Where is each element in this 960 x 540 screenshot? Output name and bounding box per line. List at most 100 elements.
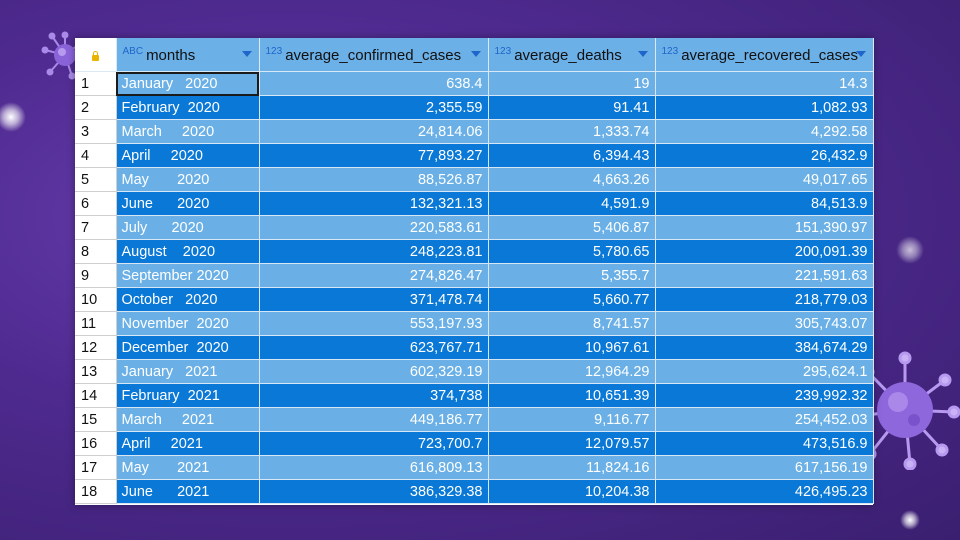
cell-average-confirmed-cases[interactable]: 248,223.81 — [259, 239, 489, 264]
cell-months[interactable]: February 2020 — [116, 95, 260, 120]
row-number[interactable]: 3 — [75, 119, 117, 144]
cell-average-confirmed-cases[interactable]: 553,197.93 — [259, 311, 489, 336]
cell-average-deaths[interactable]: 19 — [488, 71, 656, 96]
cell-average-deaths[interactable]: 8,741.57 — [488, 311, 656, 336]
row-number[interactable]: 14 — [75, 383, 117, 408]
row-number[interactable]: 6 — [75, 191, 117, 216]
row-number[interactable]: 1 — [75, 71, 117, 96]
table-row[interactable]: 3 March 2020 24,814.06 1,333.74 4,292.58 — [75, 119, 874, 144]
column-header-average-confirmed-cases[interactable]: 123 average_confirmed_cases — [259, 38, 489, 72]
table-row[interactable]: 8 August 2020 248,223.81 5,780.65 200,091.39 — [75, 239, 874, 264]
results-grid[interactable]: ABC months 123 average_confirmed_cases 123… — [75, 38, 874, 505]
cell-average-recovered-cases[interactable]: 84,513.9 — [655, 191, 874, 216]
cell-average-deaths[interactable]: 11,824.16 — [488, 455, 656, 480]
cell-average-recovered-cases[interactable]: 617,156.19 — [655, 455, 874, 480]
cell-average-recovered-cases[interactable]: 295,624.1 — [655, 359, 874, 384]
sort-dropdown-icon[interactable] — [855, 51, 866, 57]
cell-average-confirmed-cases[interactable]: 623,767.71 — [259, 335, 489, 360]
cell-average-confirmed-cases[interactable]: 88,526.87 — [259, 167, 489, 192]
row-number[interactable]: 11 — [75, 311, 117, 336]
cell-months[interactable]: March 2021 — [116, 407, 260, 432]
cell-average-deaths[interactable]: 6,394.43 — [488, 143, 656, 168]
table-row[interactable]: 16 April 2021 723,700.7 12,079.57 473,516.9 — [75, 431, 874, 456]
row-number[interactable]: 9 — [75, 263, 117, 288]
table-row[interactable]: 17 May 2021 616,809.13 11,824.16 617,156.19 — [75, 455, 874, 480]
cell-average-deaths[interactable]: 4,663.26 — [488, 167, 656, 192]
cell-average-deaths[interactable]: 1,333.74 — [488, 119, 656, 144]
cell-average-recovered-cases[interactable]: 473,516.9 — [655, 431, 874, 456]
table-row[interactable]: 1 January 2020 638.4 19 14.3 — [75, 71, 874, 96]
table-row[interactable]: 11 November 2020 553,197.93 8,741.57 305,743… — [75, 311, 874, 336]
sort-dropdown-icon[interactable] — [241, 51, 252, 57]
cell-months[interactable]: February 2021 — [116, 383, 260, 408]
table-row[interactable]: 4 April 2020 77,893.27 6,394.43 26,432.9 — [75, 143, 874, 168]
cell-average-deaths[interactable]: 91.41 — [488, 95, 656, 120]
cell-average-confirmed-cases[interactable]: 374,738 — [259, 383, 489, 408]
cell-average-deaths[interactable]: 10,651.39 — [488, 383, 656, 408]
cell-average-deaths[interactable]: 9,116.77 — [488, 407, 656, 432]
cell-average-confirmed-cases[interactable]: 386,329.38 — [259, 479, 489, 504]
cell-average-confirmed-cases[interactable]: 274,826.47 — [259, 263, 489, 288]
cell-average-confirmed-cases[interactable]: 449,186.77 — [259, 407, 489, 432]
cell-average-recovered-cases[interactable]: 254,452.03 — [655, 407, 874, 432]
cell-average-recovered-cases[interactable]: 151,390.97 — [655, 215, 874, 240]
row-number[interactable]: 2 — [75, 95, 117, 120]
cell-months[interactable]: April 2021 — [116, 431, 260, 456]
cell-average-deaths[interactable]: 5,660.77 — [488, 287, 656, 312]
cell-average-confirmed-cases[interactable]: 2,355.59 — [259, 95, 489, 120]
sort-dropdown-icon[interactable] — [470, 51, 481, 57]
table-row[interactable]: 15 March 2021 449,186.77 9,116.77 254,452.03 — [75, 407, 874, 432]
cell-months[interactable]: May 2020 — [116, 167, 260, 192]
cell-average-confirmed-cases[interactable]: 220,583.61 — [259, 215, 489, 240]
cell-average-confirmed-cases[interactable]: 602,329.19 — [259, 359, 489, 384]
sort-dropdown-icon[interactable] — [637, 51, 648, 57]
cell-months[interactable]: June 2020 — [116, 191, 260, 216]
row-number[interactable]: 8 — [75, 239, 117, 264]
cell-months[interactable]: July 2020 — [116, 215, 260, 240]
row-number[interactable]: 10 — [75, 287, 117, 312]
cell-average-confirmed-cases[interactable]: 24,814.06 — [259, 119, 489, 144]
cell-average-recovered-cases[interactable]: 49,017.65 — [655, 167, 874, 192]
cell-months[interactable]: May 2021 — [116, 455, 260, 480]
cell-average-recovered-cases[interactable]: 218,779.03 — [655, 287, 874, 312]
cell-average-deaths[interactable]: 12,079.57 — [488, 431, 656, 456]
cell-average-recovered-cases[interactable]: 1,082.93 — [655, 95, 874, 120]
row-number[interactable]: 17 — [75, 455, 117, 480]
table-row[interactable]: 5 May 2020 88,526.87 4,663.26 49,017.65 — [75, 167, 874, 192]
cell-average-confirmed-cases[interactable]: 616,809.13 — [259, 455, 489, 480]
row-number[interactable]: 16 — [75, 431, 117, 456]
table-row[interactable]: 9 September 2020 274,826.47 5,355.7 221,591.… — [75, 263, 874, 288]
table-row[interactable]: 12 December 2020 623,767.71 10,967.61 384,67… — [75, 335, 874, 360]
row-number[interactable]: 7 — [75, 215, 117, 240]
table-row[interactable]: 14 February 2021 374,738 10,651.39 239,992.3… — [75, 383, 874, 408]
cell-months[interactable]: October 2020 — [116, 287, 260, 312]
row-number[interactable]: 13 — [75, 359, 117, 384]
cell-average-deaths[interactable]: 5,780.65 — [488, 239, 656, 264]
cell-average-confirmed-cases[interactable]: 371,478.74 — [259, 287, 489, 312]
cell-average-deaths[interactable]: 4,591.9 — [488, 191, 656, 216]
cell-average-recovered-cases[interactable]: 14.3 — [655, 71, 874, 96]
cell-average-deaths[interactable]: 5,355.7 — [488, 263, 656, 288]
row-number[interactable]: 12 — [75, 335, 117, 360]
cell-months[interactable]: November 2020 — [116, 311, 260, 336]
row-number[interactable]: 5 — [75, 167, 117, 192]
cell-months[interactable]: June 2021 — [116, 479, 260, 504]
cell-average-recovered-cases[interactable]: 239,992.32 — [655, 383, 874, 408]
cell-average-confirmed-cases[interactable]: 723,700.7 — [259, 431, 489, 456]
table-row[interactable]: 18 June 2021 386,329.38 10,204.38 426,495.23 — [75, 479, 874, 504]
cell-average-recovered-cases[interactable]: 305,743.07 — [655, 311, 874, 336]
cell-months[interactable]: January 2020 — [116, 71, 260, 96]
grid-corner[interactable] — [75, 38, 117, 72]
cell-months[interactable]: December 2020 — [116, 335, 260, 360]
table-row[interactable]: 2 February 2020 2,355.59 91.41 1,082.93 — [75, 95, 874, 120]
column-header-months[interactable]: ABC months — [116, 38, 260, 72]
cell-average-recovered-cases[interactable]: 4,292.58 — [655, 119, 874, 144]
cell-average-confirmed-cases[interactable]: 638.4 — [259, 71, 489, 96]
cell-average-deaths[interactable]: 10,967.61 — [488, 335, 656, 360]
cell-months[interactable]: April 2020 — [116, 143, 260, 168]
column-header-average-recovered-cases[interactable]: 123 average_recovered_cases — [655, 38, 874, 72]
row-number[interactable]: 4 — [75, 143, 117, 168]
row-number[interactable]: 18 — [75, 479, 117, 504]
cell-average-deaths[interactable]: 12,964.29 — [488, 359, 656, 384]
cell-months[interactable]: January 2021 — [116, 359, 260, 384]
